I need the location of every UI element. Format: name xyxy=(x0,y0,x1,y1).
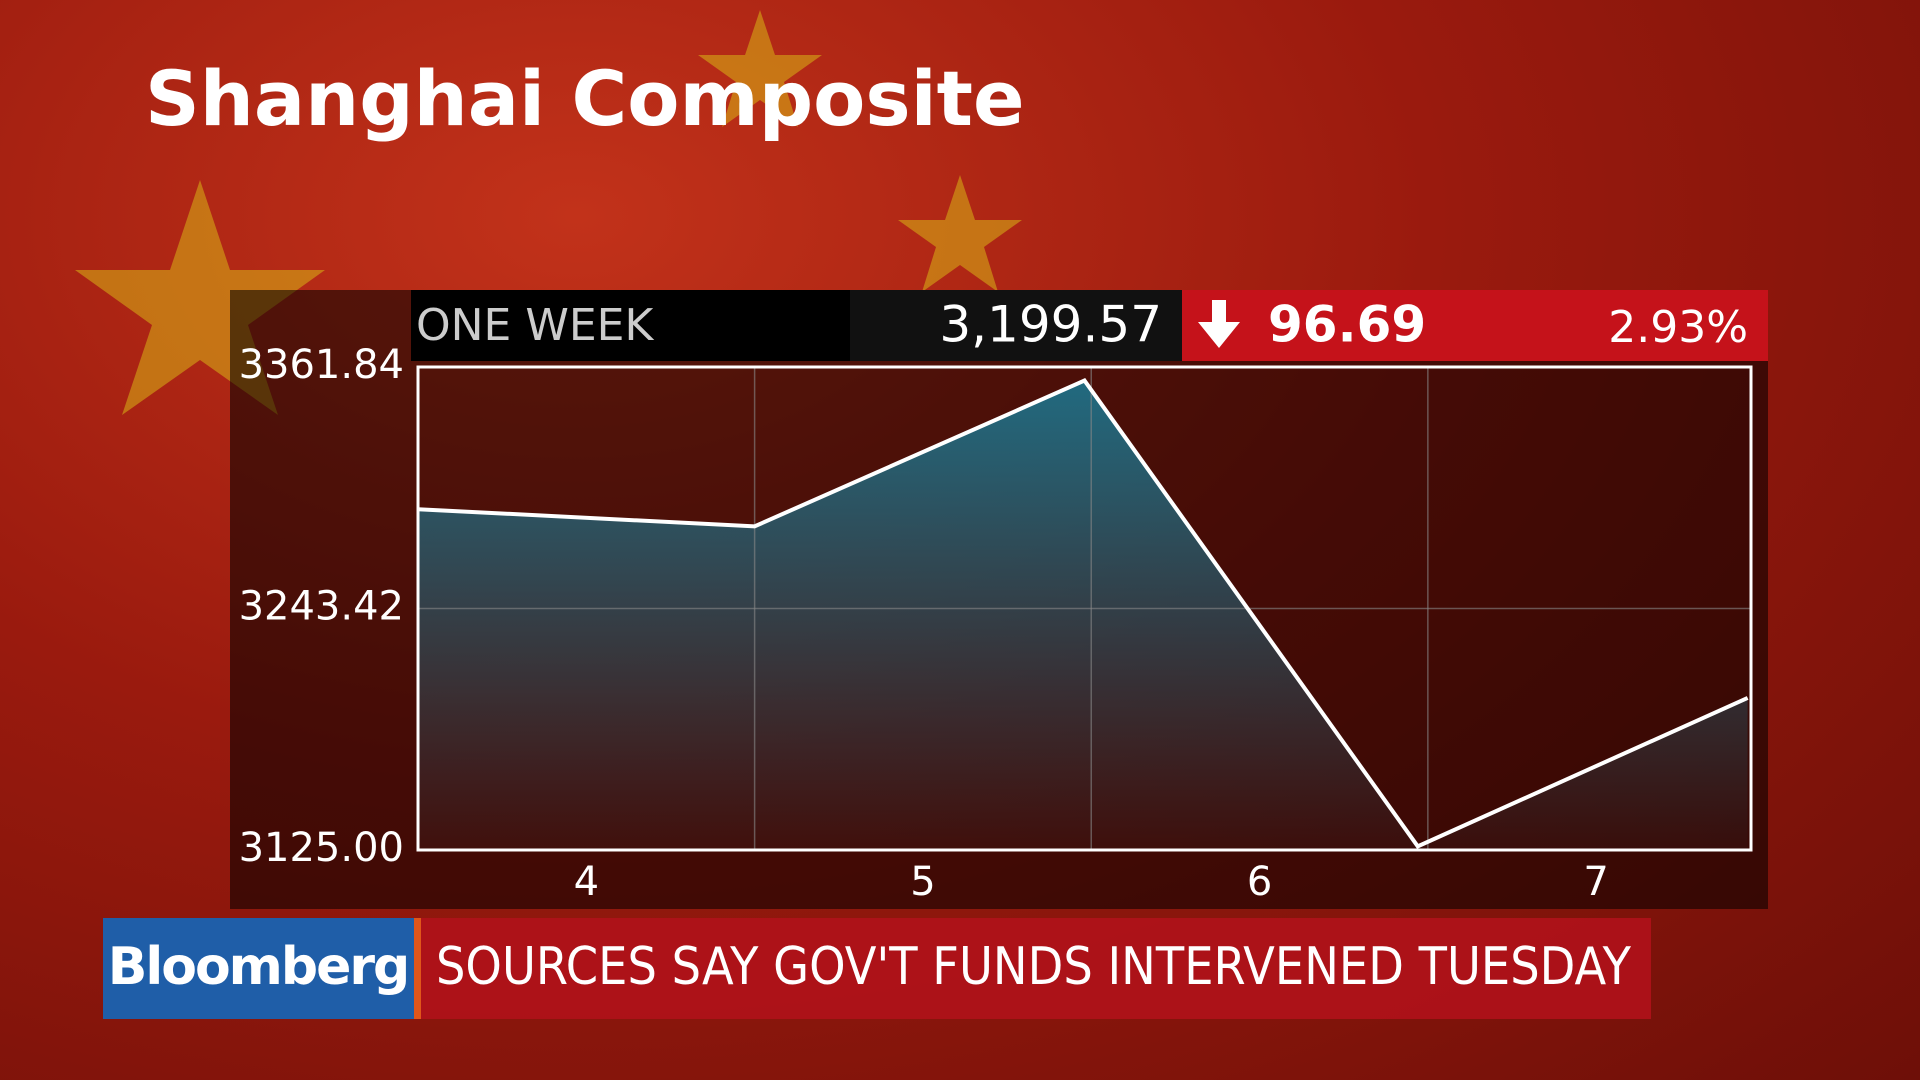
x-tick-label: 5 xyxy=(910,859,935,905)
plot-border xyxy=(416,365,1753,852)
chart-title: Shanghai Composite xyxy=(145,54,1025,143)
line xyxy=(417,378,1749,849)
y-tick-label: 3243.42 xyxy=(239,584,404,630)
headline-box xyxy=(421,918,1651,1019)
brand-box xyxy=(103,918,414,1019)
arrow-shape xyxy=(1198,300,1240,348)
brand-divider xyxy=(414,918,421,1019)
headline: SOURCES SAY GOV'T FUNDS INTERVENED TUESD… xyxy=(436,937,1631,997)
direction-arrow xyxy=(1198,300,1240,348)
brand: Bloomberg xyxy=(108,937,408,997)
x-tick-label: 4 xyxy=(574,859,599,905)
flag-stars xyxy=(75,10,1022,415)
period-box xyxy=(411,290,850,361)
last-value: 3,199.57 xyxy=(939,296,1162,354)
area xyxy=(418,380,1748,850)
x-tick-label: 6 xyxy=(1247,859,1272,905)
change-percent: 2.93% xyxy=(1608,302,1748,353)
change-value: 96.69 xyxy=(1268,296,1426,354)
change-box xyxy=(1182,290,1768,361)
y-tick-label: 3361.84 xyxy=(239,342,404,388)
y-tick-label: 3125.00 xyxy=(239,825,404,871)
period-label: ONE WEEK xyxy=(416,300,654,351)
last-box xyxy=(850,290,1182,361)
x-tick-label: 7 xyxy=(1583,859,1608,905)
